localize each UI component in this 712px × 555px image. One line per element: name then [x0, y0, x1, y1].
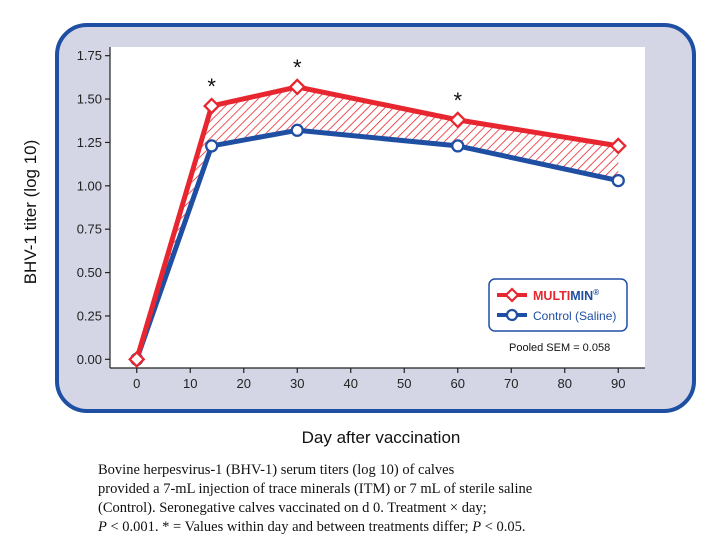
y-tick-label: 0.25	[77, 308, 102, 323]
x-axis-title: Day after vaccination	[302, 428, 461, 447]
data-point-control	[611, 173, 625, 188]
caption-line: Bovine herpesvirus-1 (BHV-1) serum titer…	[98, 462, 455, 478]
y-tick-label: 0.00	[77, 352, 102, 367]
y-tick-label: 1.75	[77, 48, 102, 63]
legend: MULTIMIN® Control (Saline)	[488, 278, 628, 332]
x-axis: 0 10 20 30 40 50 60 70 80 90	[110, 367, 645, 391]
x-tick-label: 80	[558, 376, 572, 391]
data-point-multimin	[449, 111, 467, 129]
y-tick-label: 0.50	[77, 265, 102, 280]
x-tick-label: 90	[611, 376, 625, 391]
x-tick-label: 20	[237, 376, 251, 391]
figure-caption: Bovine herpesvirus-1 (BHV-1) serum titer…	[98, 461, 698, 537]
series-layer	[128, 78, 627, 368]
y-tick-label: 1.00	[77, 178, 102, 193]
y-axis-title: BHV-1 titer (log 10)	[21, 140, 40, 285]
x-tick-label: 10	[183, 376, 197, 391]
data-point-control	[451, 139, 465, 153]
chart: 0.00 0.25 0.50 0.75 1.00 1.25 1.50 1.75 0 10 20 30…	[21, 23, 696, 447]
x-tick-label: 40	[344, 376, 358, 391]
x-tick-label: 30	[290, 376, 304, 391]
y-tick-label: 1.50	[77, 92, 102, 107]
data-point-multimin	[128, 350, 146, 368]
significance-asterisk: *	[207, 74, 216, 99]
y-tick-label: 0.75	[77, 222, 102, 237]
data-point-control	[290, 123, 304, 137]
x-tick-label: 0	[133, 376, 140, 391]
significance-asterisk: *	[293, 55, 302, 80]
caption-line: (Control). Seronegative calves vaccinate…	[98, 500, 487, 516]
legend-marker-multimin	[504, 287, 520, 303]
legend-box	[488, 278, 628, 332]
x-tick-label: 60	[451, 376, 465, 391]
y-axis: 0.00 0.25 0.50 0.75 1.00 1.25 1.50 1.75	[77, 47, 111, 368]
data-point-multimin	[288, 78, 306, 96]
caption-line: P < 0.001. * = Values within day and bet…	[98, 519, 526, 535]
y-tick-label: 1.25	[77, 135, 102, 150]
data-point-control	[204, 139, 219, 153]
caption-line: provided a 7-mL injection of trace miner…	[98, 481, 533, 497]
x-tick-label: 70	[504, 376, 518, 391]
significance-asterisk: *	[453, 88, 462, 113]
legend-marker-control	[505, 308, 519, 322]
data-point-multimin	[609, 137, 627, 155]
data-point-multimin	[203, 97, 221, 115]
legend-label-multimin: MULTIMIN®	[533, 288, 599, 303]
x-tick-label: 50	[397, 376, 411, 391]
significance-markers: * * *	[207, 55, 462, 113]
legend-label-control: Control (Saline)	[533, 309, 616, 323]
pooled-sem-annotation: Pooled SEM = 0.058	[509, 342, 610, 354]
